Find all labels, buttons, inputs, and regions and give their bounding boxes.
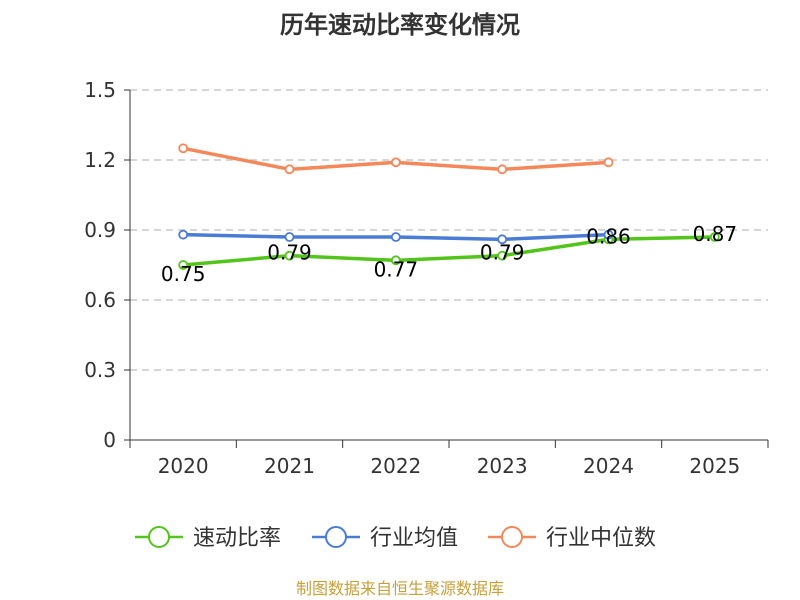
source-note: 制图数据来自恒生聚源数据库 [296,579,504,598]
legend-swatch-marker [325,526,347,548]
series-layer [178,143,720,270]
data-point[interactable] [284,250,295,261]
legend-label: 速动比率 [193,526,281,551]
data-label: 0.79 [267,241,312,265]
data-point[interactable] [284,164,295,175]
axes: 0 0.3 0.6 0.9 1.2 1.5 2020 2021 2022 2023 2024 2025 [84,78,769,478]
data-point[interactable] [390,157,401,168]
data-label: 0.86 [586,224,631,248]
y-tick-label: 0.9 [84,218,116,242]
data-label: 0.75 [161,262,206,286]
grid [130,89,768,371]
y-tick-label: 1.2 [84,148,116,172]
data-label: 0.77 [374,257,419,281]
y-tick-label: 0.6 [84,288,116,312]
chart-title: 历年速动比率变化情况 [280,11,520,39]
data-label: 0.79 [480,241,525,265]
data-label: 0.87 [693,222,738,246]
x-tick-label: 2023 [477,454,528,478]
legend[interactable]: 速动比率 行业均值 行业中位数 [135,526,656,551]
data-point[interactable] [497,234,508,245]
legend-label: 行业中位数 [546,526,656,551]
data-point[interactable] [284,232,295,242]
data-point[interactable] [497,250,508,261]
data-labels: 0.75 0.79 0.77 0.79 0.86 0.87 [161,222,737,286]
legend-item-1[interactable]: 行业均值 [312,526,458,551]
legend-item-2[interactable]: 行业中位数 [488,526,656,551]
x-tick-label: 2025 [689,454,740,478]
data-point[interactable] [390,255,401,266]
data-point[interactable] [178,143,189,154]
data-point[interactable] [178,229,189,240]
data-point[interactable] [390,232,401,242]
data-point[interactable] [497,164,508,175]
legend-swatch-marker [501,526,523,548]
y-tick-label: 0 [103,428,116,452]
data-point[interactable] [709,232,720,242]
x-tick-label: 2021 [264,454,315,478]
x-tick-label: 2020 [158,454,209,478]
x-tick-label: 2024 [583,454,634,478]
x-tick-label: 2022 [370,454,421,478]
data-point[interactable] [178,260,189,270]
y-tick-label: 1.5 [84,78,116,102]
legend-label: 行业均值 [370,526,458,551]
y-tick-label: 0.3 [84,358,116,382]
data-point[interactable] [603,157,614,168]
legend-item-0[interactable]: 速动比率 [135,526,281,551]
data-point[interactable] [603,229,614,240]
series-line-0 [183,235,715,267]
legend-swatch-marker [148,526,170,548]
